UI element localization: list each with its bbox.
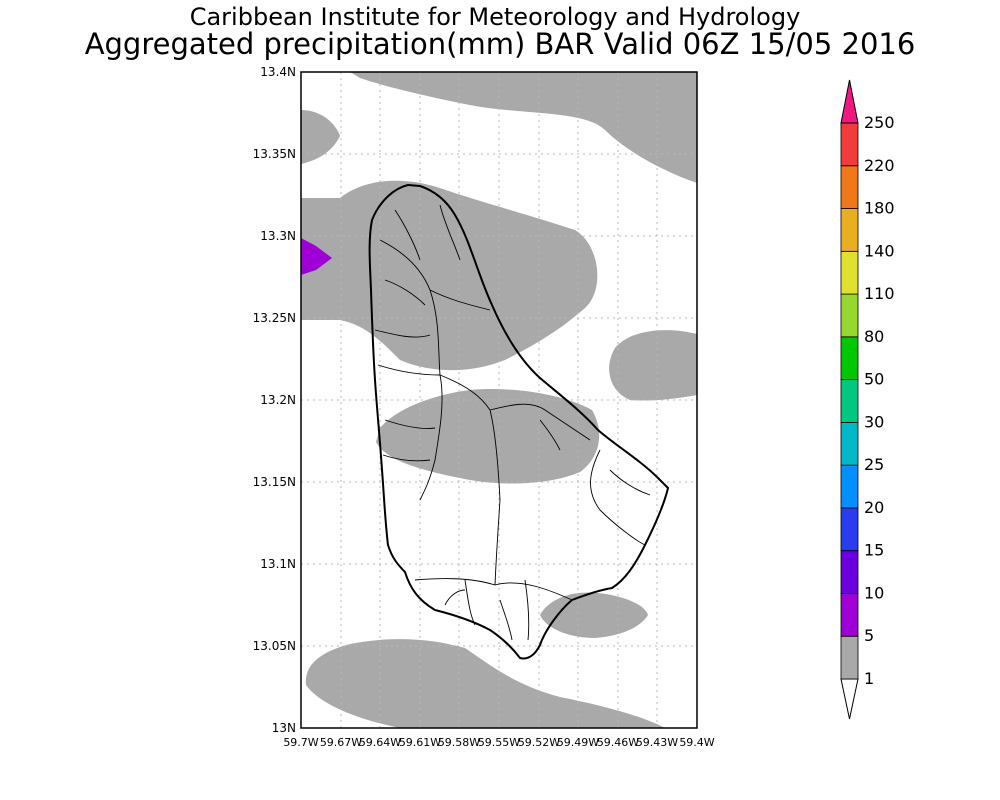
colorbar-label: 10 <box>864 583 884 602</box>
colorbar-segment <box>840 550 859 594</box>
colorbar-segment <box>840 79 859 124</box>
barbados-coastline <box>368 183 670 660</box>
lon-tick-label: 59.58W <box>438 736 480 749</box>
colorbar-label: 20 <box>864 498 884 517</box>
lon-tick-label: 59.61W <box>399 736 441 749</box>
precip-area-east <box>609 330 697 401</box>
colorbar-segment <box>840 122 859 167</box>
map-grid <box>301 72 697 728</box>
lon-tick-label: 59.67W <box>320 736 362 749</box>
colorbar-segment <box>840 208 859 252</box>
precip-area-central <box>376 389 600 484</box>
colorbar-label: 250 <box>864 113 895 132</box>
colorbar-label: 5 <box>864 626 874 645</box>
colorbar-segment <box>840 593 859 637</box>
chart-title: Caribbean Institute for Meteorology and … <box>189 3 801 31</box>
colorbar-label: 50 <box>864 370 884 389</box>
colorbar-label: 25 <box>864 455 884 474</box>
lat-tick-label: 13.35N <box>253 147 296 161</box>
colorbar-label: 140 <box>864 241 895 260</box>
colorbar-segment <box>840 421 859 466</box>
colorbar-label: 15 <box>864 541 884 560</box>
lon-tick-label: 59.46W <box>597 736 639 749</box>
colorbar-label: 30 <box>864 412 884 431</box>
colorbar-label: 1 <box>864 669 874 688</box>
colorbar-label: 110 <box>864 284 895 303</box>
colorbar-segment <box>840 635 859 680</box>
colorbar-segment <box>840 250 859 295</box>
precip-area-northwest <box>301 110 340 164</box>
lon-tick-label: 59.55W <box>478 736 520 749</box>
precip-area-north <box>350 72 697 183</box>
colorbar-label: 220 <box>864 156 895 175</box>
lat-tick-label: 13.25N <box>253 311 296 325</box>
lon-tick-label: 59.4W <box>679 736 714 749</box>
precip-area-central-north <box>301 180 598 371</box>
colorbar-label: 80 <box>864 327 884 346</box>
colorbar-segment <box>840 464 859 509</box>
colorbar-segment <box>840 507 859 552</box>
lat-tick-label: 13.05N <box>253 639 296 653</box>
lat-tick-label: 13.15N <box>253 475 296 489</box>
parish-boundaries <box>374 204 651 641</box>
lat-tick-label: 13.1N <box>260 557 296 571</box>
chart-subtitle: Aggregated precipitation(mm) BAR Valid 0… <box>84 27 916 61</box>
lon-tick-label: 59.7W <box>283 736 318 749</box>
lat-axis: 13.4N 13.35N 13.3N 13.25N 13.2N 13.15N 1… <box>253 65 296 735</box>
lon-tick-label: 59.49W <box>557 736 599 749</box>
colorbar-label: 180 <box>864 199 895 218</box>
colorbar-segment <box>840 379 859 423</box>
lat-tick-label: 13.4N <box>260 65 296 79</box>
precip-areas <box>301 72 697 728</box>
colorbar-segment <box>840 678 859 720</box>
lon-tick-label: 59.52W <box>518 736 560 749</box>
lat-tick-label: 13.3N <box>260 229 296 243</box>
precip-area-high-west <box>301 238 332 275</box>
lat-tick-label: 13.2N <box>260 393 296 407</box>
colorbar-segment <box>840 336 859 381</box>
lat-tick-label: 13N <box>272 721 296 735</box>
lon-axis: 59.7W 59.67W 59.64W 59.61W 59.58W 59.55W… <box>283 736 714 749</box>
precip-area-south <box>305 639 665 728</box>
colorbar-segment <box>840 293 859 338</box>
lon-tick-label: 59.64W <box>359 736 401 749</box>
colorbar-segment <box>840 165 859 209</box>
lon-tick-label: 59.43W <box>636 736 678 749</box>
plot-frame <box>300 71 698 729</box>
